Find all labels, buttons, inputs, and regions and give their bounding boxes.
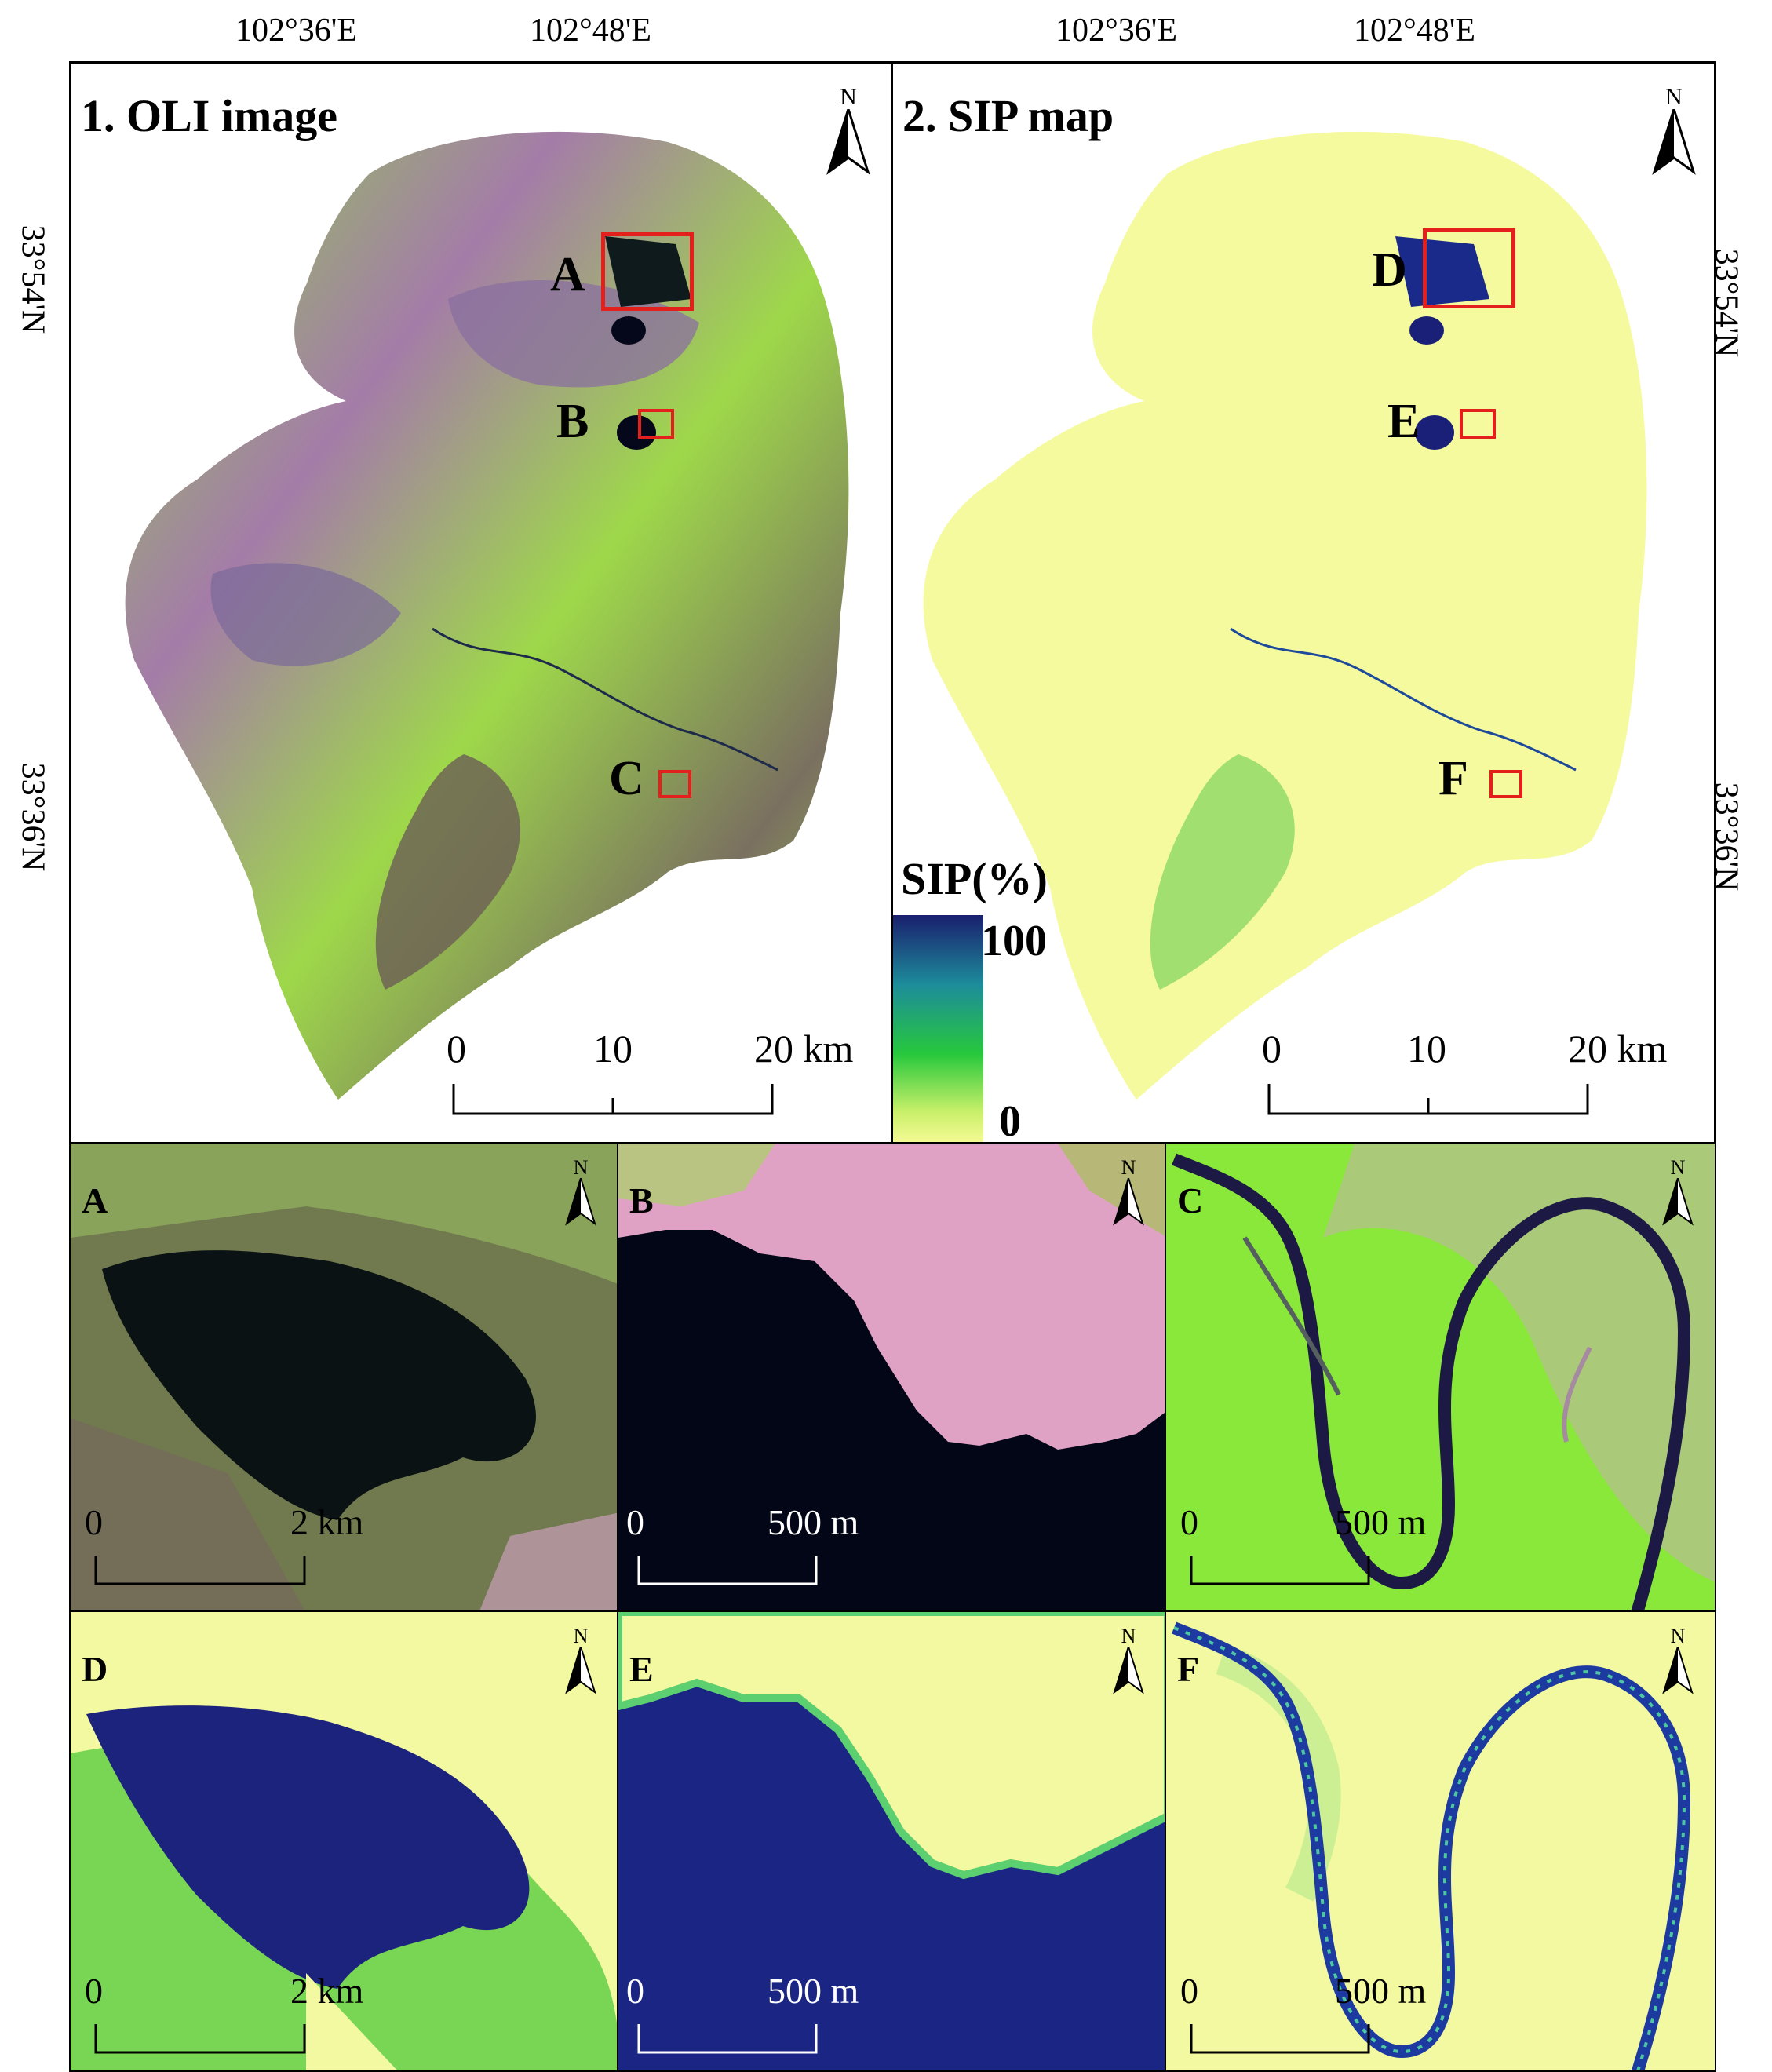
inset-c-scale-line [1190, 1556, 1370, 1585]
north-arrow-a: N [563, 1158, 598, 1232]
lat-tick-left-2: 33°36'N [14, 762, 51, 872]
panel-2-title: 2. SIP map [902, 90, 1114, 141]
inset-b-scale-0: 0 [626, 1502, 644, 1542]
inset-c-image [1172, 1144, 1715, 1610]
inset-f-label: F [1177, 1649, 1200, 1689]
inset-a-scale-line [94, 1556, 306, 1585]
north-arrow-b: N [1111, 1158, 1146, 1232]
scale-0: 0 [1262, 1027, 1282, 1071]
red-box-a [601, 232, 694, 311]
inset-d-scale-line [94, 2024, 306, 2054]
north-label: N [1121, 1625, 1136, 1647]
north-arrow-icon [565, 1643, 596, 1694]
label-e: E [1387, 395, 1420, 448]
label-b: B [556, 395, 589, 448]
red-box-f [1489, 770, 1522, 798]
label-d: D [1372, 243, 1407, 297]
oli-image-panel: 1. OLI image N A B C 0 10 20 km [69, 61, 893, 1144]
inset-f-scale-0: 0 [1180, 1971, 1198, 2011]
north-arrow-2: N [1650, 86, 1697, 184]
north-label: N [1670, 1156, 1686, 1179]
scale-20: 20 km [1568, 1027, 1668, 1071]
north-arrow-icon [1662, 1643, 1694, 1694]
label-f: F [1438, 752, 1468, 805]
label-c: C [609, 752, 644, 805]
scale-20: 20 km [754, 1027, 854, 1071]
inset-f-scale-line [1190, 2024, 1370, 2054]
red-box-e [1460, 409, 1496, 439]
scale-0: 0 [447, 1027, 466, 1071]
inset-a-scale-0: 0 [85, 1502, 103, 1542]
red-box-d [1423, 228, 1515, 308]
north-arrow-icon [565, 1175, 596, 1226]
lon-tick-left-1: 102°36'E [235, 13, 358, 49]
inset-f: F N 0 500 m [1165, 1611, 1716, 2072]
legend-min: 0 [999, 1097, 1021, 1144]
north-label: N [840, 84, 857, 110]
inset-c-scale-1: 500 m [1335, 1502, 1427, 1542]
north-arrow-e: N [1111, 1626, 1146, 1701]
scale-10: 10 [593, 1027, 633, 1071]
inset-e-scale-line [637, 2024, 818, 2054]
inset-d: D N 0 2 km [69, 1611, 618, 2072]
inset-b-scale-1: 500 m [768, 1502, 859, 1542]
north-label: N [1670, 1625, 1686, 1647]
legend-title: SIP(%) [901, 853, 1048, 904]
sip-map-panel: 2. SIP map N D E F SIP(%) 100 0 0 10 20 … [891, 61, 1716, 1144]
inset-d-scale-1: 2 km [290, 1971, 364, 2011]
inset-e-image [618, 1612, 1165, 1880]
inset-e-scale-1: 500 m [768, 1971, 859, 2011]
north-arrow-icon [826, 104, 870, 175]
lat-tick-left-1: 33°54'N [14, 224, 51, 334]
north-label: N [573, 1625, 589, 1647]
north-arrow-icon [1113, 1643, 1144, 1694]
oli-image-map [125, 131, 849, 1100]
north-label: N [1121, 1156, 1136, 1179]
inset-e-label: E [629, 1649, 654, 1689]
scale-10: 10 [1407, 1027, 1446, 1071]
north-arrow-f: N [1661, 1626, 1695, 1701]
inset-d-image [71, 1705, 617, 2070]
lon-tick-left-2: 102°48'E [530, 13, 652, 49]
north-arrow-icon [1113, 1175, 1144, 1226]
north-label: N [1665, 84, 1683, 110]
panel-1-title: 1. OLI image [81, 90, 338, 141]
inset-e-scale-0: 0 [626, 1971, 644, 2011]
inset-f-image [1172, 1621, 1691, 2070]
north-arrow-icon [1662, 1175, 1694, 1226]
inset-e: E N 0 500 m [617, 1611, 1166, 2072]
red-box-c [658, 770, 691, 798]
north-arrow-d: N [563, 1626, 598, 1701]
label-a: A [550, 248, 585, 301]
north-label: N [573, 1156, 589, 1179]
inset-b-image [618, 1144, 1165, 1450]
scale-bar-line [452, 1084, 774, 1115]
north-arrow-1: N [825, 86, 872, 184]
inset-d-scale-0: 0 [85, 1971, 103, 2011]
inset-f-scale-1: 500 m [1335, 1971, 1427, 2011]
inset-c: C N 0 500 m [1165, 1142, 1716, 1611]
red-box-b [638, 409, 674, 439]
inset-c-label: C [1177, 1180, 1204, 1220]
inset-b-label: B [629, 1180, 654, 1220]
north-arrow-c: N [1661, 1158, 1695, 1232]
lon-tick-right-1: 102°36'E [1056, 13, 1178, 49]
legend-max: 100 [981, 917, 1047, 965]
inset-d-label: D [82, 1649, 108, 1689]
inset-a-label: A [82, 1180, 108, 1220]
scale-bar-line [1267, 1084, 1589, 1115]
inset-c-scale-0: 0 [1180, 1502, 1198, 1542]
sip-map [923, 131, 1647, 1100]
inset-a-image [71, 1144, 617, 1610]
legend-gradient [893, 915, 983, 1142]
north-arrow-icon [1652, 104, 1696, 175]
inset-a-scale-1: 2 km [290, 1502, 364, 1542]
inset-b-scale-line [637, 1556, 818, 1585]
inset-b: B N 0 500 m [617, 1142, 1166, 1611]
lon-tick-right-2: 102°48'E [1354, 13, 1476, 49]
inset-a: A N 0 2 km [69, 1142, 618, 1611]
